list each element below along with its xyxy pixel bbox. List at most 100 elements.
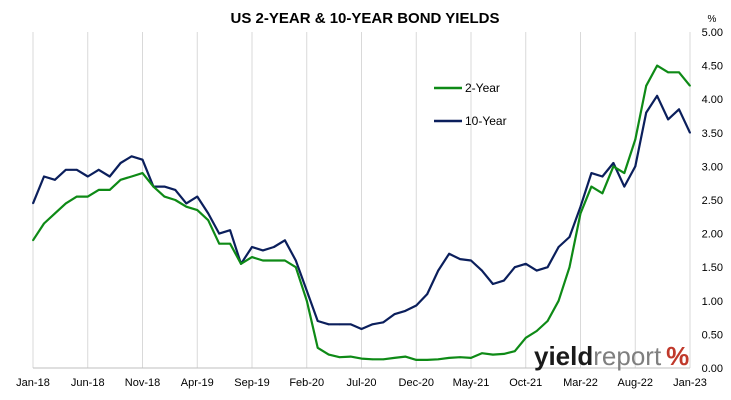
x-tick-label: Sep-19 (234, 377, 269, 389)
data-point-10-year (371, 323, 374, 326)
x-axis-ticks: Jan-18 Jun-18 Nov-18 Apr-19 Sep-19 Feb-20 Jul-… (16, 377, 707, 389)
x-tick-label: Oct-21 (509, 377, 542, 389)
data-point-10-year (130, 155, 133, 158)
data-point-10-year (119, 162, 122, 164)
data-point-2-year (141, 172, 144, 175)
x-tick-label: Mar-22 (563, 377, 598, 389)
data-point-10-year (546, 266, 549, 269)
data-point-2-year (382, 358, 385, 361)
data-point-10-year (656, 94, 659, 97)
data-point-10-year (426, 293, 429, 295)
data-point-2-year (163, 195, 166, 198)
data-point-2-year (43, 222, 45, 225)
data-point-2-year (97, 189, 100, 191)
data-point-10-year (459, 258, 461, 261)
data-point-10-year (492, 283, 494, 285)
data-point-2-year (612, 165, 615, 168)
legend-label: 2-Year (465, 81, 500, 95)
chart-title: US 2-YEAR & 10-YEAR BOND YIELDS (231, 10, 500, 27)
x-tick-label: Jan-18 (16, 377, 50, 389)
data-point-10-year (32, 202, 34, 205)
y-axis-unit: % (708, 14, 717, 25)
data-point-2-year (404, 355, 407, 358)
y-tick-label: 4.00 (702, 94, 723, 106)
data-point-2-year (437, 358, 440, 361)
data-point-2-year (294, 266, 297, 269)
data-point-2-year (481, 352, 483, 355)
data-point-10-year (305, 289, 308, 292)
data-point-10-year (470, 259, 472, 262)
y-tick-label: 0.50 (702, 329, 723, 341)
data-point-10-year (678, 108, 680, 111)
x-tick-label: Apr-19 (181, 377, 214, 389)
data-point-2-year (32, 239, 34, 242)
y-tick-label: 5.00 (702, 27, 723, 39)
data-point-2-year (349, 355, 352, 358)
data-point-10-year (338, 323, 341, 326)
data-point-10-year (579, 205, 582, 208)
data-point-2-year (305, 299, 308, 302)
data-point-10-year (513, 266, 516, 269)
data-point-10-year (108, 175, 111, 178)
y-tick-label: 3.50 (702, 128, 723, 140)
data-point-10-year (645, 111, 648, 114)
data-point-2-year (513, 350, 516, 353)
data-point-2-year (492, 353, 494, 356)
data-point-2-year (579, 212, 582, 215)
data-point-10-year (43, 175, 45, 178)
data-point-2-year (667, 71, 669, 74)
data-point-2-year (426, 359, 429, 361)
y-tick-label: 3.00 (702, 161, 723, 173)
data-point-10-year (481, 269, 483, 272)
data-point-10-year (612, 162, 615, 164)
data-point-10-year (535, 269, 538, 272)
data-point-10-year (360, 328, 363, 330)
data-point-2-year (240, 262, 242, 265)
data-point-2-year (207, 219, 210, 222)
data-point-10-year (218, 232, 221, 235)
y-tick-label: 0.00 (702, 363, 723, 375)
data-point-10-year (97, 168, 100, 171)
data-point-2-year (316, 346, 319, 349)
data-point-2-year (273, 259, 275, 262)
x-tick-label: May-21 (453, 377, 490, 389)
data-point-2-year (119, 178, 122, 181)
data-point-2-year (678, 71, 680, 74)
data-point-2-year (152, 185, 155, 188)
data-point-10-year (448, 252, 450, 255)
data-point-2-year (218, 242, 221, 245)
data-point-10-year (174, 189, 177, 191)
data-point-10-year (667, 118, 669, 121)
data-point-2-year (645, 84, 648, 87)
data-point-10-year (623, 185, 626, 188)
data-point-2-year (535, 330, 538, 332)
data-point-2-year (557, 299, 560, 302)
data-point-2-year (590, 185, 593, 188)
data-point-10-year (54, 178, 56, 181)
data-point-10-year (524, 262, 527, 265)
data-point-2-year (251, 256, 253, 259)
y-tick-label: 1.50 (702, 262, 723, 274)
data-point-10-year (393, 313, 396, 316)
x-tick-label: Jul-20 (347, 377, 377, 389)
data-point-2-year (283, 259, 286, 262)
data-point-10-year (283, 239, 286, 242)
y-tick-label: 2.50 (702, 195, 723, 207)
data-point-2-year (601, 192, 604, 195)
y-axis-ticks: 5.00 4.50 4.00 3.50 3.00 2.50 2.00 1.50 1.00 0.50… (702, 27, 723, 375)
data-point-10-year (294, 259, 297, 262)
y-tick-label: 2.00 (702, 229, 723, 241)
data-point-10-year (185, 202, 188, 205)
data-point-10-year (634, 165, 637, 168)
data-point-2-year (64, 202, 67, 205)
data-point-2-year (185, 205, 188, 208)
data-point-10-year (437, 269, 440, 272)
data-point-2-year (262, 259, 264, 262)
data-point-2-year (689, 84, 691, 87)
data-point-2-year (174, 199, 177, 201)
data-point-10-year (207, 212, 210, 215)
x-tick-label: Nov-18 (125, 377, 160, 389)
legend-label: 10-Year (465, 114, 507, 128)
yieldreport-logo: yieldreport% (534, 341, 689, 371)
